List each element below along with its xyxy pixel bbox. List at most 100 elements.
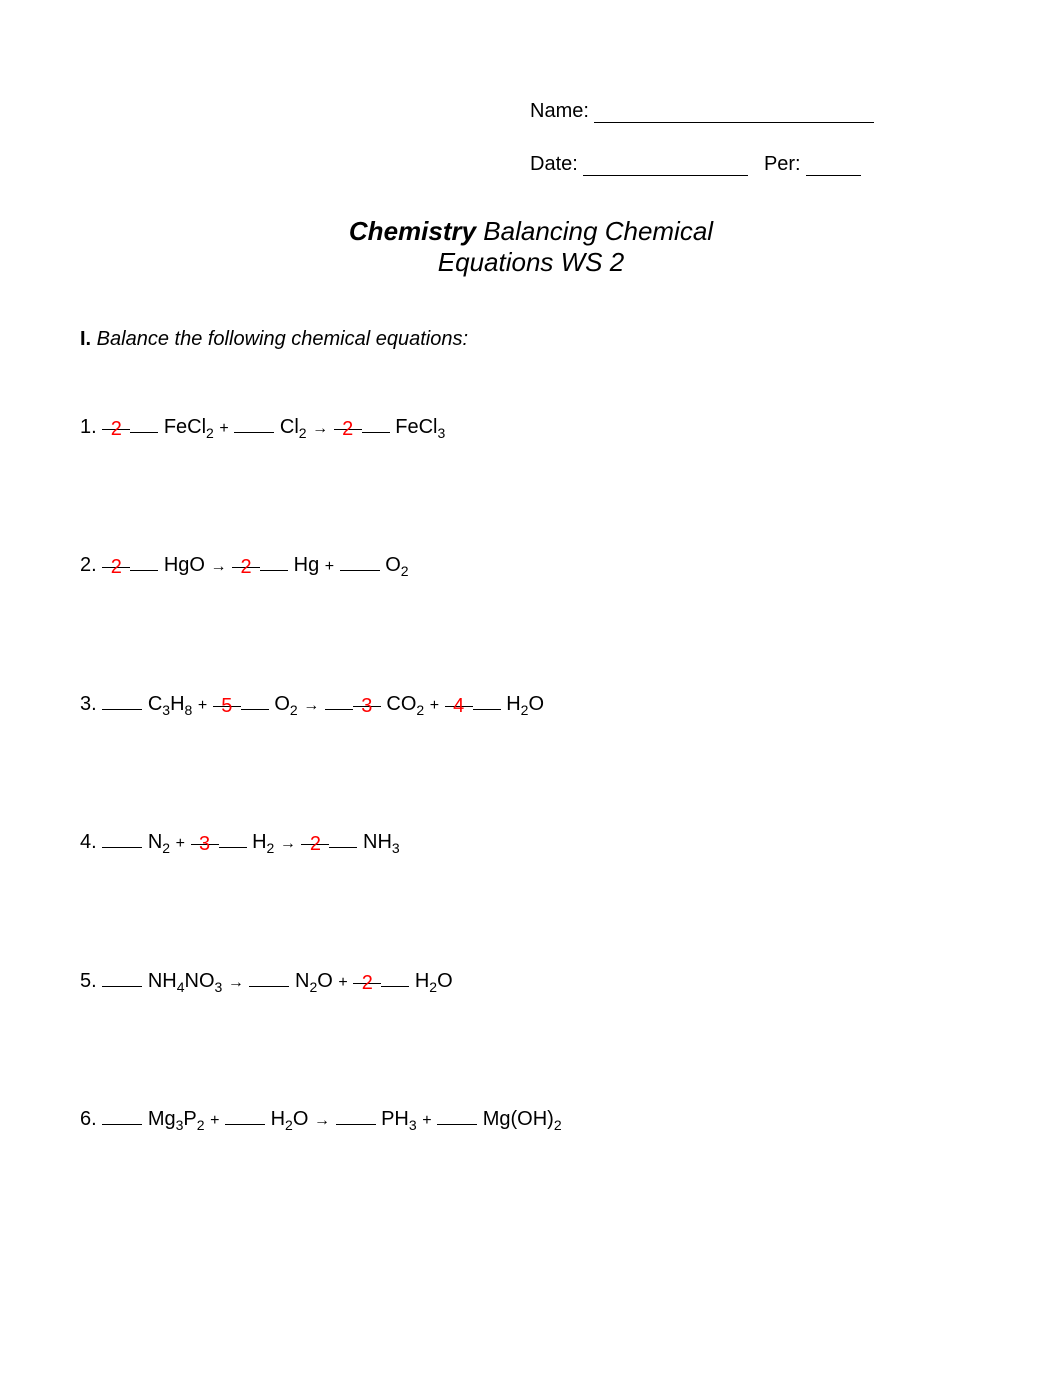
eq6-compound1: Mg3P2 [148, 1108, 205, 1130]
eq1-coef1-blank[interactable]: 2 [102, 411, 130, 430]
eq4-plus1: + [176, 835, 185, 852]
eq4-compound2: H2 [252, 831, 274, 853]
eq3-coef4-answer: 4 [453, 695, 464, 717]
eq1-coef1-blank2[interactable] [130, 414, 158, 433]
eq5-compound2: N2O [295, 970, 333, 992]
eq6-compound2: H2O [271, 1108, 309, 1130]
eq3-coef2-blank2[interactable] [241, 691, 269, 710]
eq6-plus1: + [210, 1112, 219, 1129]
eq6-compound3: PH3 [381, 1108, 417, 1130]
eq2-coef1-blank[interactable]: 2 [102, 549, 130, 568]
eq5-compound1: NH4NO3 [148, 970, 222, 992]
eq2-coef1-blank2[interactable] [130, 552, 158, 571]
eq5-num: 5. [80, 970, 97, 992]
equation-6: 6. Mg3P2 + H2O → PH3 + Mg(OH)2 [80, 1103, 982, 1136]
eq1-compound1: FeCl2 [164, 416, 214, 438]
per-blank-line[interactable] [806, 155, 861, 176]
eq1-compound2: Cl2 [280, 416, 307, 438]
eq6-compound4: Mg(OH)2 [483, 1108, 562, 1130]
eq2-coef2-blank[interactable]: 2 [232, 549, 260, 568]
eq2-num: 2. [80, 554, 97, 576]
eq4-coef2-blank2[interactable] [219, 829, 247, 848]
section-num: I. [80, 328, 91, 350]
eq5-compound3: H2O [415, 970, 453, 992]
eq1-coef1-answer: 2 [111, 418, 122, 440]
title-block: Chemistry Balancing Chemical Equations W… [80, 216, 982, 278]
name-field-row: Name: [530, 100, 982, 123]
eq5-coef3-blank[interactable]: 2 [353, 965, 381, 984]
eq3-compound1: C3H8 [148, 693, 193, 715]
header-fields: Name: Date: Per: [530, 100, 982, 176]
eq2-compound3: O2 [385, 554, 408, 576]
eq3-plus2: + [430, 697, 439, 714]
eq4-arrow: → [280, 835, 296, 852]
eq3-coef3-answer: 3 [361, 695, 372, 717]
eq3-coef4-blank2[interactable] [473, 691, 501, 710]
date-blank-line[interactable] [583, 155, 748, 176]
eq2-coef2-blank2[interactable] [260, 552, 288, 571]
eq3-coef1-blank[interactable] [102, 691, 142, 710]
title-line-1: Chemistry Balancing Chemical [80, 216, 982, 247]
date-per-row: Date: Per: [530, 153, 982, 176]
eq5-coef3-blank2[interactable] [381, 968, 409, 987]
section-header: I. Balance the following chemical equati… [80, 328, 982, 351]
equation-4: 4. N2 + 3 H2 → 2 NH3 [80, 826, 982, 859]
eq3-coef3-blank2[interactable]: 3 [353, 688, 381, 707]
eq4-compound1: N2 [148, 831, 170, 853]
eq3-compound4: H2O [506, 693, 544, 715]
eq4-coef3-blank2[interactable] [329, 829, 357, 848]
eq6-plus2: + [422, 1112, 431, 1129]
eq4-coef2-answer: 3 [199, 833, 210, 855]
eq1-coef3-blank2[interactable] [362, 414, 390, 433]
name-label: Name: [530, 100, 589, 122]
eq2-coef2-answer: 2 [241, 556, 252, 578]
eq2-plus1: + [325, 558, 334, 575]
eq1-arrow: → [312, 420, 328, 437]
eq3-coef2-answer: 5 [221, 695, 232, 717]
section-text: Balance the following chemical equations… [91, 328, 468, 350]
eq2-compound1: HgO [164, 554, 205, 576]
eq5-coef1-blank[interactable] [102, 968, 142, 987]
eq4-num: 4. [80, 831, 97, 853]
eq4-coef1-blank[interactable] [102, 829, 142, 848]
name-blank-line[interactable] [594, 102, 874, 123]
eq3-compound2: O2 [274, 693, 297, 715]
eq3-coef4-blank[interactable]: 4 [445, 688, 473, 707]
equation-1: 1. 2 FeCl2 + Cl2 → 2 FeCl3 [80, 411, 982, 444]
worksheet-page: Name: Date: Per: Chemistry Balancing Che… [0, 0, 1062, 1301]
eq4-coef2-blank[interactable]: 3 [191, 826, 219, 845]
eq1-coef3-blank[interactable]: 2 [334, 411, 362, 430]
eq6-coef4-blank[interactable] [437, 1106, 477, 1125]
eq5-coef3-answer: 2 [362, 972, 373, 994]
equation-5: 5. NH4NO3 → N2O + 2 H2O [80, 965, 982, 998]
eq2-coef3-blank[interactable] [340, 552, 380, 571]
eq3-coef3-blank[interactable] [325, 691, 353, 710]
eq5-coef2-blank[interactable] [249, 968, 289, 987]
per-label: Per: [764, 153, 801, 175]
title-bold: Chemistry [349, 216, 476, 246]
title-rest1: Balancing Chemical [476, 216, 713, 246]
eq3-coef2-blank[interactable]: 5 [213, 688, 241, 707]
eq6-coef2-blank[interactable] [225, 1106, 265, 1125]
eq5-arrow: → [228, 974, 244, 991]
date-label: Date: [530, 153, 578, 175]
eq1-coef3-answer: 2 [342, 418, 353, 440]
equation-3: 3. C3H8 + 5 O2 → 3 CO2 + 4 H2O [80, 688, 982, 721]
equation-2: 2. 2 HgO → 2 Hg + O2 [80, 549, 982, 582]
eq1-plus1: + [219, 420, 228, 437]
eq1-coef2-blank[interactable] [234, 414, 274, 433]
eq6-coef3-blank[interactable] [336, 1106, 376, 1125]
eq4-compound3: NH3 [363, 831, 400, 853]
eq3-plus1: + [198, 697, 207, 714]
eq4-coef3-answer: 2 [310, 833, 321, 855]
eq4-coef3-blank[interactable]: 2 [301, 826, 329, 845]
eq3-compound3: CO2 [386, 693, 424, 715]
eq6-coef1-blank[interactable] [102, 1106, 142, 1125]
eq6-arrow: → [314, 1112, 330, 1129]
eq2-arrow: → [211, 558, 227, 575]
eq3-num: 3. [80, 693, 97, 715]
eq3-arrow: → [303, 697, 319, 714]
eq2-coef1-answer: 2 [111, 556, 122, 578]
eq2-compound2: Hg [294, 554, 320, 576]
eq6-num: 6. [80, 1108, 97, 1130]
